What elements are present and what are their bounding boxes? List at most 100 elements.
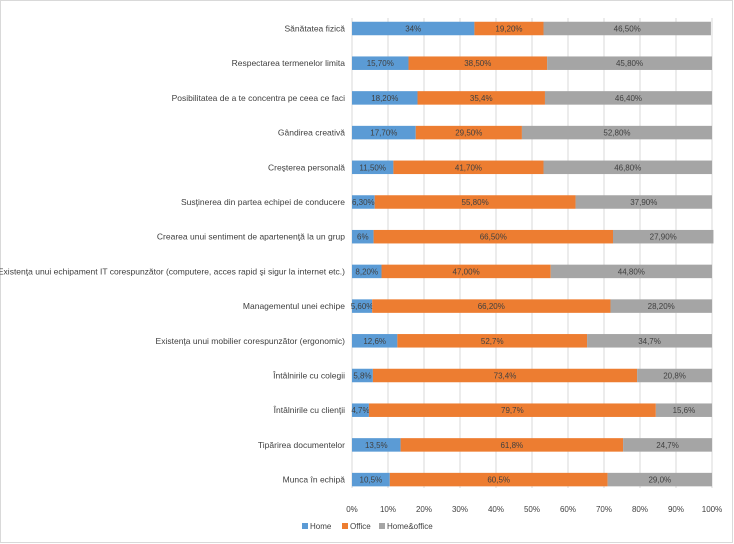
- category-label: Susţinerea din partea echipei de conduce…: [181, 197, 345, 207]
- bar-segment: [352, 195, 375, 209]
- bar-segment: [637, 368, 712, 383]
- data-label: 34%: [405, 25, 421, 34]
- bar-segment: [655, 403, 712, 417]
- data-label: 15,70%: [367, 59, 394, 68]
- data-label: 73,4%: [494, 372, 517, 381]
- data-label: 29,50%: [455, 129, 482, 138]
- category-label: Managementul unei echipe: [243, 301, 345, 311]
- data-label: 47,00%: [453, 267, 480, 276]
- data-label: 6,30%: [352, 198, 375, 207]
- bar-segment: [368, 403, 656, 417]
- data-label: 6%: [357, 233, 369, 242]
- category-label: Gândirea creativă: [278, 128, 345, 138]
- bar-segment: [397, 334, 588, 348]
- data-label: 5,60%: [351, 302, 374, 311]
- category-label: Creşterea personală: [268, 162, 345, 172]
- bar-segment: [352, 403, 369, 417]
- data-label: 44,80%: [618, 267, 645, 276]
- data-label: 24,7%: [656, 441, 679, 450]
- x-tick-label: 0%: [346, 505, 358, 514]
- data-label: 46,50%: [614, 25, 641, 34]
- bar-segment: [389, 472, 608, 487]
- bar-segment: [623, 438, 712, 452]
- x-tick-label: 100%: [702, 505, 722, 514]
- data-label: 66,20%: [478, 302, 505, 311]
- data-label: 61,8%: [500, 441, 523, 450]
- bar-segment: [352, 160, 394, 175]
- bar-segment: [521, 125, 712, 140]
- bar-segment: [544, 91, 712, 105]
- data-label: 46,80%: [614, 163, 641, 172]
- bar-segment: [352, 438, 401, 452]
- bar-segment: [352, 299, 373, 313]
- bar-segment: [381, 264, 551, 279]
- data-label: 4,7%: [351, 406, 369, 415]
- category-label: Existenţa unui mobilier corespunzător (e…: [156, 336, 346, 346]
- x-tick-label: 10%: [380, 505, 396, 514]
- category-label: Tipărirea documentelor: [258, 440, 345, 450]
- bar-segment: [474, 21, 544, 36]
- x-tick-label: 20%: [416, 505, 432, 514]
- data-label: 45,80%: [616, 59, 643, 68]
- bar-segment: [393, 160, 544, 175]
- bar-segment: [400, 438, 624, 452]
- bar-segment: [607, 472, 712, 487]
- data-label: 20,8%: [663, 372, 686, 381]
- category-label: Întâlnirile cu clienţii: [273, 405, 345, 415]
- data-label: 60,5%: [487, 476, 510, 485]
- data-label: 55,80%: [462, 198, 489, 207]
- data-label: 27,90%: [650, 233, 677, 242]
- legend-swatch: [302, 523, 308, 529]
- data-label: 11,50%: [359, 163, 386, 172]
- bar-segment: [372, 299, 611, 313]
- bar-segment: [372, 368, 638, 383]
- bar-segment: [610, 299, 712, 313]
- data-label: 18,20%: [371, 94, 398, 103]
- data-label: 38,50%: [464, 59, 491, 68]
- bar-segment: [543, 160, 712, 175]
- x-tick-label: 60%: [560, 505, 576, 514]
- data-label: 29,0%: [648, 476, 671, 485]
- category-label: Munca în echipă: [283, 475, 346, 485]
- data-label: 12,6%: [363, 337, 386, 346]
- bar-segment: [352, 472, 390, 487]
- bar-segment: [547, 56, 712, 70]
- bar-segment: [373, 229, 613, 244]
- bar-segment: [352, 229, 374, 244]
- bar-segment: [417, 91, 545, 105]
- data-label: 37,90%: [630, 198, 657, 207]
- data-label: 41,70%: [455, 163, 482, 172]
- bar-segment: [352, 368, 373, 383]
- data-label: 28,20%: [648, 302, 675, 311]
- bar-segment: [543, 21, 711, 36]
- data-label: 5,8%: [353, 372, 371, 381]
- x-tick-label: 50%: [524, 505, 540, 514]
- category-label: Întâlnirile cu colegii: [272, 371, 345, 381]
- bar-segment: [352, 56, 409, 70]
- category-label: Respectarea termenelor limita: [232, 58, 346, 68]
- data-label: 52,7%: [481, 337, 504, 346]
- data-label: 35,4%: [470, 94, 493, 103]
- bar-segment: [352, 264, 382, 279]
- x-tick-label: 70%: [596, 505, 612, 514]
- x-tick-label: 90%: [668, 505, 684, 514]
- bar-segment: [587, 334, 712, 348]
- category-label: Existenţa unui echipament IT corespunzăt…: [0, 266, 345, 276]
- category-label: Sănătatea fizică: [285, 24, 346, 34]
- bar-segment: [408, 56, 548, 70]
- data-label: 46,40%: [615, 94, 642, 103]
- bar-segment: [575, 195, 712, 209]
- data-label: 79,7%: [501, 406, 524, 415]
- data-label: 34,7%: [638, 337, 661, 346]
- bar-segment: [352, 334, 398, 348]
- category-label: Posibilitatea de a te concentra pe ceea …: [172, 93, 346, 103]
- x-tick-label: 30%: [452, 505, 468, 514]
- bar-segment: [352, 125, 416, 140]
- data-label: 19,20%: [495, 25, 522, 34]
- data-label: 8,20%: [355, 267, 378, 276]
- data-label: 17,70%: [370, 129, 397, 138]
- bar-segment: [374, 195, 576, 209]
- bar-segment: [415, 125, 522, 140]
